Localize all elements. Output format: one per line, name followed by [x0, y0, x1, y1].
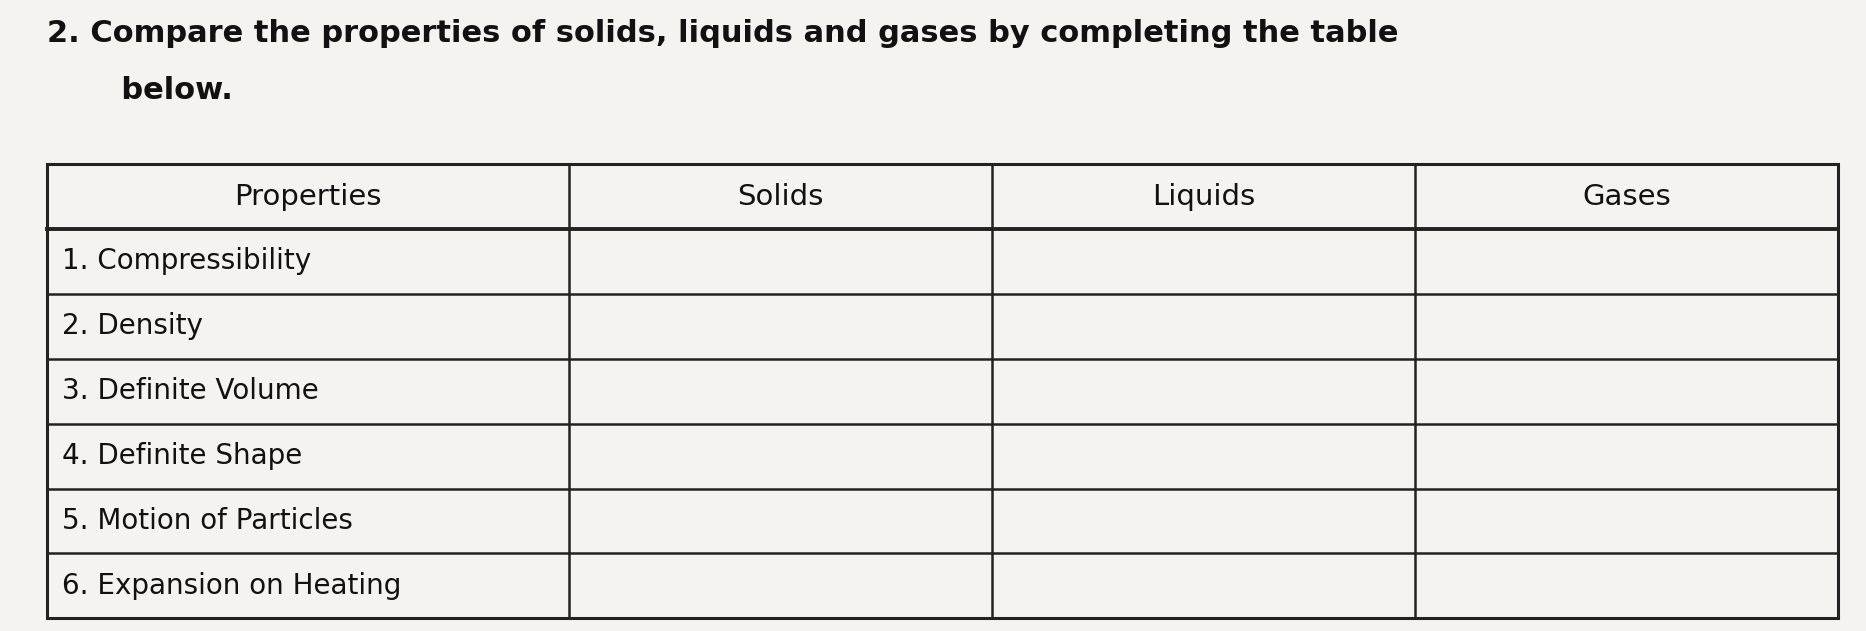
Text: 2. Density: 2. Density: [62, 312, 202, 340]
Text: 2. Compare the properties of solids, liquids and gases by completing the table: 2. Compare the properties of solids, liq…: [47, 19, 1398, 48]
Text: Liquids: Liquids: [1151, 182, 1256, 211]
Text: Gases: Gases: [1582, 182, 1670, 211]
Text: below.: below.: [47, 76, 233, 105]
Bar: [47, 164, 1838, 618]
Text: 5. Motion of Particles: 5. Motion of Particles: [62, 507, 353, 535]
Text: 6. Expansion on Heating: 6. Expansion on Heating: [62, 572, 401, 600]
Text: 1. Compressibility: 1. Compressibility: [62, 247, 312, 275]
Text: 3. Definite Volume: 3. Definite Volume: [62, 377, 319, 405]
Text: Properties: Properties: [233, 182, 381, 211]
Text: 4. Definite Shape: 4. Definite Shape: [62, 442, 302, 470]
Text: Solids: Solids: [737, 182, 823, 211]
